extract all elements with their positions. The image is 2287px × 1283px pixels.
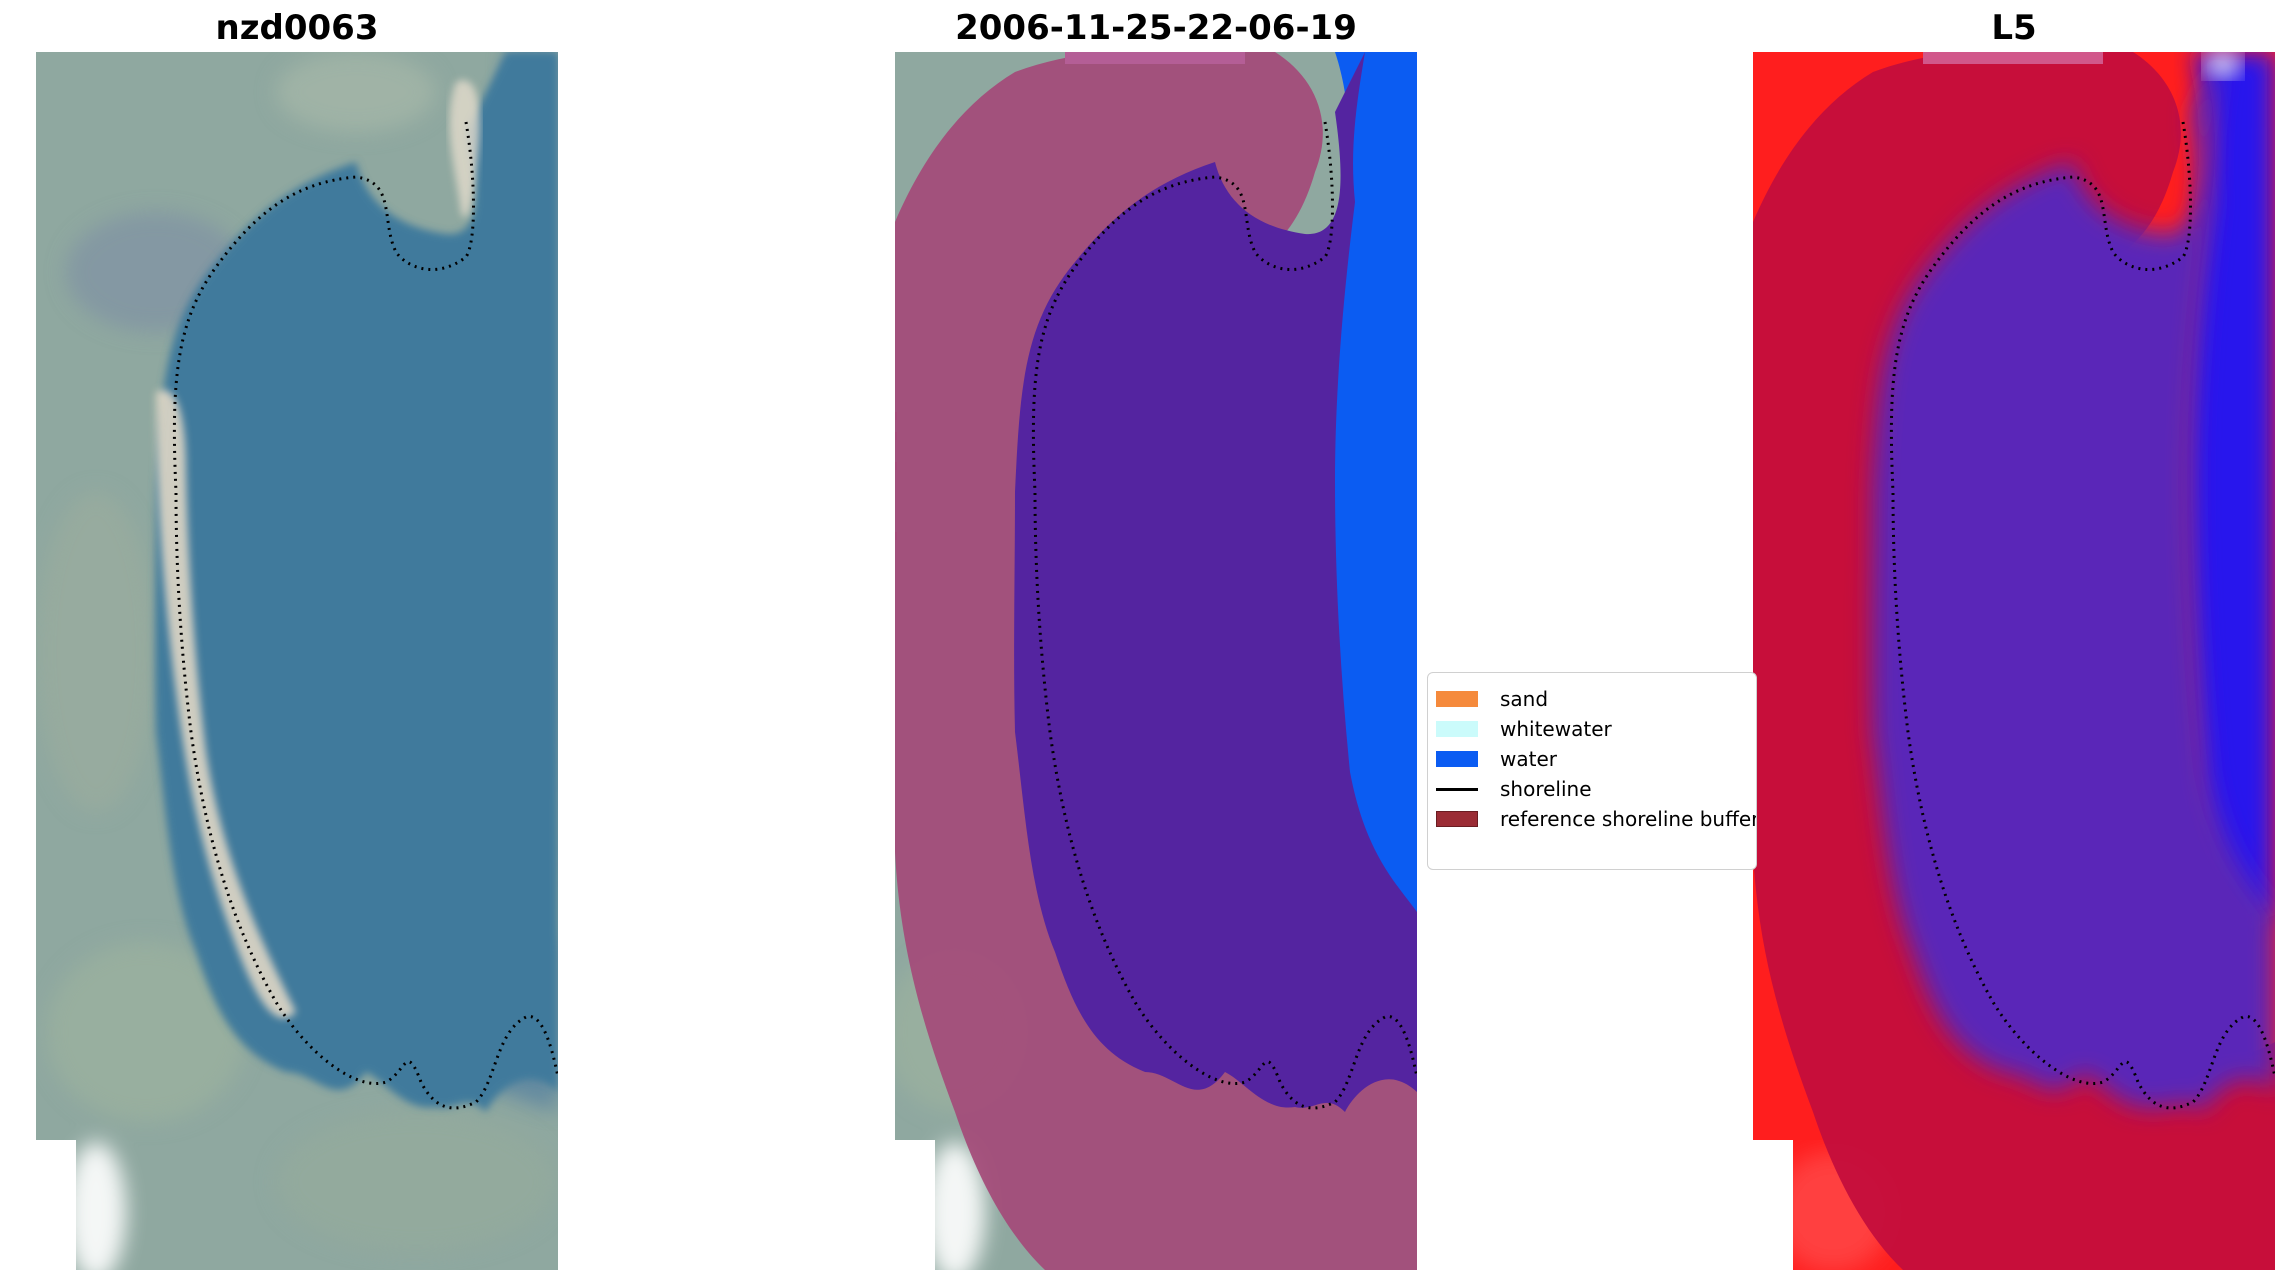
legend-label: whitewater	[1500, 717, 1612, 741]
sand-swatch	[1436, 691, 1478, 707]
legend: sand whitewater water shoreline referenc…	[1427, 672, 1757, 870]
legend-label: sand	[1500, 687, 1549, 711]
lagoon-water	[155, 52, 558, 1112]
legend-label: shoreline	[1500, 777, 1592, 801]
panel-title-rgb: nzd0063	[215, 8, 379, 48]
spit-sand	[449, 80, 480, 218]
beach-strip	[156, 390, 296, 1019]
shoreline-line-swatch	[1436, 787, 1478, 791]
buffer-edge-top	[1065, 52, 1245, 64]
ocean-water	[1325, 52, 1417, 932]
index-buffer	[1753, 52, 2275, 1270]
legend-item-shoreline: shoreline	[1436, 775, 1592, 803]
rgb-image-panel	[36, 52, 558, 1270]
panel-title-classified: 2006-11-25-22-06-19	[955, 8, 1357, 48]
legend-item-sand: sand	[1436, 685, 1548, 713]
classified-water	[1014, 52, 1417, 1112]
index-ocean	[2183, 52, 2275, 932]
whitewater-swatch	[1436, 721, 1478, 737]
legend-item-reference-buffer: reference shoreline buffer	[1436, 805, 1757, 833]
shoreline	[172, 121, 558, 1110]
buffer-edge-ticks	[1753, 462, 1755, 590]
legend-item-water: water	[1436, 745, 1557, 773]
water-swatch	[1436, 751, 1478, 767]
shoreline	[1031, 121, 1417, 1110]
index-lagoon	[1872, 52, 2275, 1112]
legend-label: reference shoreline buffer	[1500, 807, 1757, 831]
legend-label: water	[1500, 747, 1557, 771]
reference-shoreline-buffer	[895, 52, 1417, 1270]
buffer-edge-top	[1923, 52, 2103, 64]
index-panel	[1753, 52, 2275, 1270]
shoreline	[1889, 121, 2275, 1110]
classified-panel	[895, 52, 1417, 1270]
buffer-swatch	[1436, 811, 1478, 827]
legend-item-whitewater: whitewater	[1436, 715, 1612, 743]
buffer-edge-ticks	[895, 412, 897, 540]
panel-title-index: L5	[1991, 8, 2037, 48]
